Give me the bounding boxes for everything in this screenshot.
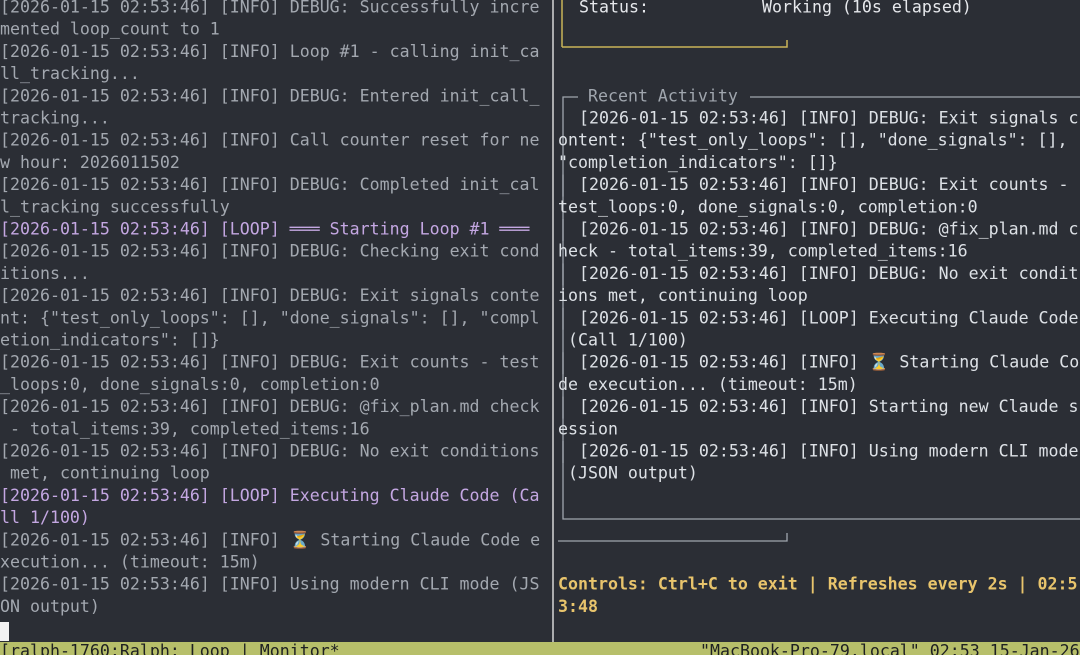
log-line: [2026-01-15 02:53:46] [INFO] DEBUG: Comp…	[0, 175, 539, 194]
box-border	[562, 130, 1080, 520]
box-border	[558, 533, 788, 542]
activity-line: [2026-01-15 02:53:46] [INFO] DEBUG: Exit…	[579, 109, 1079, 128]
status-bar	[0, 642, 1080, 655]
log-line: [2026-01-15 02:53:46] [LOOP] Executing C…	[0, 486, 539, 505]
log-line: [2026-01-15 02:53:46] [INFO] DEBUG: Ente…	[0, 86, 539, 105]
log-line: [2026-01-15 02:53:46] [INFO] DEBUG: Exit…	[0, 353, 539, 372]
log-line: [2026-01-15 02:53:46] [INFO] DEBUG: Chec…	[0, 242, 539, 261]
log-line: [2026-01-15 02:53:46] [INFO] DEBUG: Exit…	[0, 286, 539, 305]
log-line: itions...	[0, 264, 90, 283]
log-line: [2026-01-15 02:53:46] [LOOP] ═══ Startin…	[0, 220, 530, 239]
log-line: l_tracking successfully	[0, 197, 230, 216]
log-line: nt: {"test_only_loops": [], "done_signal…	[0, 308, 539, 327]
log-line: xecution... (timeout: 15m)	[0, 553, 260, 572]
log-line: mented loop_count to 1	[0, 20, 220, 39]
activity-line: [2026-01-15 02:53:46] [INFO] DEBUG: @fix…	[579, 220, 1079, 239]
cursor	[0, 622, 9, 641]
activity-line: de execution... (timeout: 15m)	[558, 375, 858, 394]
log-line: [2026-01-15 02:53:46] [INFO] ⏳ Starting …	[0, 529, 540, 549]
activity-line: test_loops:0, done_signals:0, completion…	[558, 197, 978, 216]
activity-title: Recent Activity	[588, 87, 738, 106]
log-line: _loops:0, done_signals:0, completion:0	[0, 375, 380, 394]
activity-line: [2026-01-15 02:53:46] [INFO] DEBUG: No e…	[579, 264, 1079, 283]
activity-box	[558, 96, 1080, 542]
activity-line: (Call 1/100)	[558, 331, 688, 350]
activity-line: [2026-01-15 02:53:46] [INFO] Starting ne…	[579, 397, 1079, 416]
activity-line: ession	[558, 419, 618, 438]
status-box	[561, 0, 788, 48]
activity-line: [2026-01-15 02:53:46] [INFO] Using moder…	[579, 442, 1079, 461]
log-line: ll_tracking...	[0, 64, 140, 83]
activity-line: [2026-01-15 02:53:46] [LOOP] Executing C…	[579, 308, 1079, 327]
activity-line: ontent: {"test_only_loops": [], "done_si…	[558, 131, 1068, 150]
log-line: etion_indicators": []}	[0, 331, 220, 350]
activity-line: [2026-01-15 02:53:46] [INFO] ⏳ Starting …	[579, 352, 1079, 372]
status-value: Working (10s elapsed)	[762, 0, 972, 17]
log-line: tracking...	[0, 109, 110, 128]
controls-text: 3:48	[558, 597, 598, 616]
activity-line: "completion_indicators": []}	[558, 153, 838, 172]
log-line: ll 1/100)	[0, 508, 90, 527]
log-line: [2026-01-15 02:53:46] [INFO] DEBUG: No e…	[0, 442, 539, 461]
activity-line: [2026-01-15 02:53:46] [INFO] DEBUG: Exit…	[579, 175, 1069, 194]
log-line: [2026-01-15 02:53:46] [INFO] DEBUG: Succ…	[0, 0, 539, 17]
box-border	[562, 96, 578, 108]
log-line: [2026-01-15 02:53:46] [INFO] Call counte…	[0, 131, 539, 150]
spinner: ⠁	[738, 0, 750, 13]
activity-line: heck - total_items:39, completed_items:1…	[558, 242, 968, 261]
log-line: met, continuing loop	[0, 464, 210, 483]
log-line: [2026-01-15 02:53:46] [INFO] DEBUG: @fix…	[0, 397, 539, 416]
log-line: [2026-01-15 02:53:46] [INFO] Using moder…	[0, 575, 539, 594]
activity-line: (JSON output)	[558, 464, 698, 483]
log-line: w hour: 2026011502	[0, 153, 180, 172]
box-border	[562, 40, 788, 48]
status-label: Status:	[579, 0, 649, 17]
log-line: - total_items:39, completed_items:16	[0, 419, 370, 438]
log-line: ON output)	[0, 597, 100, 616]
log-line: [2026-01-15 02:53:46] [INFO] Loop #1 - c…	[0, 42, 539, 61]
status-bar-right: "MacBook-Pro-79.local" 02:53 15-Jan-26	[700, 642, 1080, 655]
activity-line: ions met, continuing loop	[558, 286, 808, 305]
status-bar-left: [ralph-1760:Ralph: Loop | Monitor*	[0, 642, 340, 655]
controls-text: Controls: Ctrl+C to exit | Refreshes eve…	[558, 575, 1078, 595]
